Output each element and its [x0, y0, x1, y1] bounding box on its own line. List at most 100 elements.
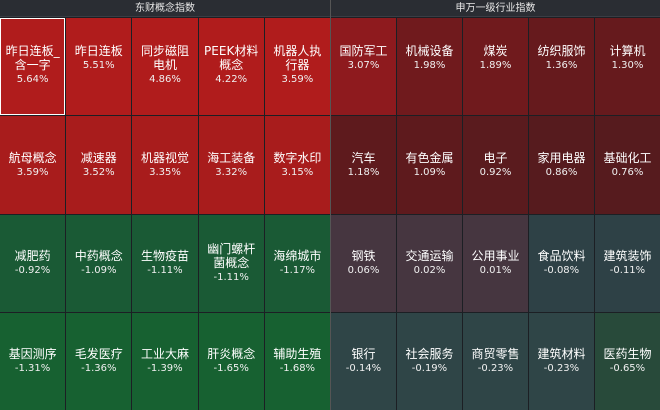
tile-change-percent: 0.02%	[413, 265, 446, 277]
heatmap-tile[interactable]: 同步磁阻电机 4.86%	[132, 18, 198, 116]
heatmap-tile[interactable]: 建筑装饰 -0.11%	[595, 214, 660, 312]
heatmap-tile[interactable]: 肝炎概念 -1.65%	[198, 312, 264, 410]
industry-index-panel: 申万一级行业指数 国防军工 3.07% 机械设备 1.98% 煤炭 1.89% 纺织服饰 1.…	[331, 0, 660, 410]
tile-change-percent: -1.39%	[147, 363, 183, 375]
tile-change-percent: 3.52%	[82, 166, 115, 178]
heatmap-tile[interactable]: 纺织服饰 1.36%	[529, 18, 594, 116]
tile-name: PEEK材料概念	[204, 44, 259, 72]
tile-change-percent: -1.11%	[213, 272, 249, 284]
tile-name: 减肥药	[14, 249, 51, 264]
heatmap-tile[interactable]: 减速器 3.52%	[66, 116, 132, 214]
heatmap-tile[interactable]: 海绵城市 -1.17%	[264, 214, 330, 312]
heatmap-tile[interactable]: 汽车 1.18%	[331, 116, 396, 214]
tile-change-percent: 0.92%	[479, 166, 512, 178]
industry-index-title: 申万一级行业指数	[331, 0, 660, 17]
tile-name: 数字水印	[273, 150, 322, 165]
heatmap-tile[interactable]: 银行 -0.14%	[331, 312, 396, 410]
tile-change-percent: -0.19%	[411, 363, 448, 375]
tile-name: 海工装备	[207, 150, 256, 165]
tile-name: 生物疫苗	[140, 249, 189, 264]
tile-change-percent: -0.14%	[345, 363, 382, 375]
tile-change-percent: -1.36%	[81, 363, 117, 375]
tile-name: 毛发医疗	[74, 347, 123, 362]
tile-change-percent: 1.30%	[611, 60, 644, 71]
heatmap-tile[interactable]: 食品饮料 -0.08%	[529, 214, 594, 312]
heatmap-tile[interactable]: 辅助生殖 -1.68%	[264, 312, 330, 410]
tile-change-percent: 3.59%	[16, 166, 49, 178]
heatmap-tile[interactable]: 国防军工 3.07%	[331, 18, 396, 116]
heatmap-tile[interactable]: 家用电器 0.86%	[529, 116, 594, 214]
tile-change-percent: -0.92%	[14, 265, 51, 277]
heatmap-tile[interactable]: 社会服务 -0.19%	[397, 312, 462, 410]
heatmap-tile[interactable]: 生物疫苗 -1.11%	[132, 214, 198, 312]
tile-name: 商贸零售	[471, 347, 520, 362]
heatmap-tile[interactable]: 昨日连板_含一字 5.64%	[0, 18, 66, 116]
heatmap-tile[interactable]: 减肥药 -0.92%	[0, 214, 66, 312]
heatmap-tile[interactable]: 中药概念 -1.09%	[66, 214, 132, 312]
tile-change-percent: 4.86%	[149, 74, 181, 85]
tile-name: 汽车	[351, 150, 376, 165]
tile-change-percent: 1.36%	[545, 60, 578, 71]
heatmap-tile[interactable]: 有色金属 1.09%	[397, 116, 462, 214]
heatmap-tile[interactable]: 海工装备 3.32%	[198, 116, 264, 214]
tile-change-percent: 1.09%	[413, 166, 446, 178]
heatmap-tile[interactable]: 基因测序 -1.31%	[0, 312, 66, 410]
tile-change-percent: -1.68%	[279, 363, 316, 375]
industry-index-grid: 国防军工 3.07% 机械设备 1.98% 煤炭 1.89% 纺织服饰 1.36% 计算机 1.3…	[331, 18, 660, 410]
heatmap-tile[interactable]: 数字水印 3.15%	[264, 116, 330, 214]
tile-change-percent: 4.22%	[215, 74, 248, 85]
tile-change-percent: 1.18%	[347, 166, 380, 178]
tile-name: 减速器	[80, 150, 117, 165]
concept-index-panel: 东财概念指数 昨日连板_含一字 5.64% 昨日连板 5.51% 同步磁阻电机 4.86%…	[0, 0, 330, 410]
tile-change-percent: 1.98%	[413, 60, 446, 71]
heatmap-tile[interactable]: 幽门螺杆菌概念 -1.11%	[198, 214, 264, 312]
tile-name: 医药生物	[603, 347, 652, 362]
tile-change-percent: -0.65%	[609, 363, 646, 375]
tile-change-percent: 3.15%	[281, 166, 314, 178]
heatmap-tile[interactable]: 机械设备 1.98%	[397, 18, 462, 116]
tile-change-percent: -0.11%	[609, 265, 646, 277]
heatmap-tile[interactable]: 建筑材料 -0.23%	[529, 312, 594, 410]
tile-name: 国防军工	[339, 44, 388, 58]
heatmap-tile[interactable]: 机器视觉 3.35%	[132, 116, 198, 214]
tile-change-percent: -1.11%	[147, 265, 183, 277]
heatmap-tile[interactable]: 基础化工 0.76%	[595, 116, 660, 214]
tile-name: 昨日连板_含一字	[5, 44, 60, 72]
tile-name: 幽门螺杆菌概念	[207, 242, 256, 271]
tile-name: 有色金属	[405, 150, 454, 165]
heatmap-tile[interactable]: 医药生物 -0.65%	[595, 312, 660, 410]
tile-name: 辅助生殖	[273, 347, 322, 362]
tile-name: 社会服务	[405, 347, 454, 362]
tile-name: 钢铁	[351, 249, 376, 264]
tile-change-percent: -1.09%	[81, 265, 117, 277]
tile-name: 海绵城市	[273, 249, 322, 264]
heatmap-tile[interactable]: 机器人执行器 3.59%	[264, 18, 330, 116]
heatmap-tile[interactable]: 毛发医疗 -1.36%	[66, 312, 132, 410]
heatmap-tile[interactable]: 航母概念 3.59%	[0, 116, 66, 214]
heatmap-tile[interactable]: 商贸零售 -0.23%	[463, 312, 528, 410]
tile-name: 工业大麻	[140, 347, 189, 362]
heatmap-tile[interactable]: 公用事业 0.01%	[463, 214, 528, 312]
heatmap-tile[interactable]: 昨日连板 5.51%	[66, 18, 132, 116]
tile-change-percent: 3.32%	[215, 166, 248, 178]
tile-name: 中药概念	[74, 249, 123, 264]
tile-change-percent: 3.35%	[149, 166, 181, 178]
tile-change-percent: -0.08%	[543, 265, 580, 277]
tile-name: 昨日连板	[74, 44, 123, 58]
heatmap-tile[interactable]: 煤炭 1.89%	[463, 18, 528, 116]
heatmap-tile[interactable]: 交通运输 0.02%	[397, 214, 462, 312]
heatmap-tile[interactable]: PEEK材料概念 4.22%	[198, 18, 264, 116]
tile-name: 电子	[483, 150, 508, 165]
tile-name: 基因测序	[8, 347, 57, 362]
concept-index-title: 东财概念指数	[0, 0, 330, 17]
tile-change-percent: 3.59%	[281, 74, 314, 85]
tile-change-percent: 0.01%	[479, 265, 512, 277]
tile-name: 煤炭	[483, 44, 508, 58]
heatmap-tile[interactable]: 钢铁 0.06%	[331, 214, 396, 312]
heatmap-tile[interactable]: 电子 0.92%	[463, 116, 528, 214]
heatmap-tile[interactable]: 计算机 1.30%	[595, 18, 660, 116]
tile-change-percent: 1.89%	[479, 60, 512, 71]
tile-change-percent: 0.86%	[545, 166, 578, 178]
heatmap-tile[interactable]: 工业大麻 -1.39%	[132, 312, 198, 410]
tile-change-percent: 3.07%	[347, 60, 380, 71]
